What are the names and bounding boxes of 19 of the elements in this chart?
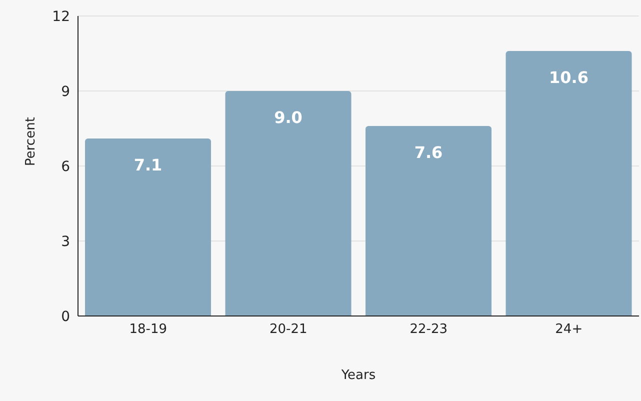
data-label: 7.6 <box>414 143 443 162</box>
x-tick-label: 22-23 <box>410 322 448 338</box>
data-label: 7.1 <box>134 156 162 174</box>
data-label: 10.6 <box>549 68 589 87</box>
x-tick-label: 18-19 <box>129 322 168 338</box>
x-tick-label: 24+ <box>555 322 583 338</box>
bar <box>225 91 352 316</box>
x-axis-title: Years <box>340 368 376 383</box>
data-label: 9.0 <box>274 108 302 127</box>
bar <box>366 126 492 316</box>
y-tick-label: 0 <box>61 308 70 325</box>
x-tick-label: 20-21 <box>269 322 308 338</box>
y-tick-label: 3 <box>61 234 70 250</box>
bar <box>85 138 212 316</box>
y-tick-label: 6 <box>61 158 70 175</box>
y-tick-label: 9 <box>61 84 70 100</box>
y-axis-title: Percent <box>24 117 39 166</box>
bar <box>506 51 632 316</box>
y-tick-label: 12 <box>52 8 70 25</box>
